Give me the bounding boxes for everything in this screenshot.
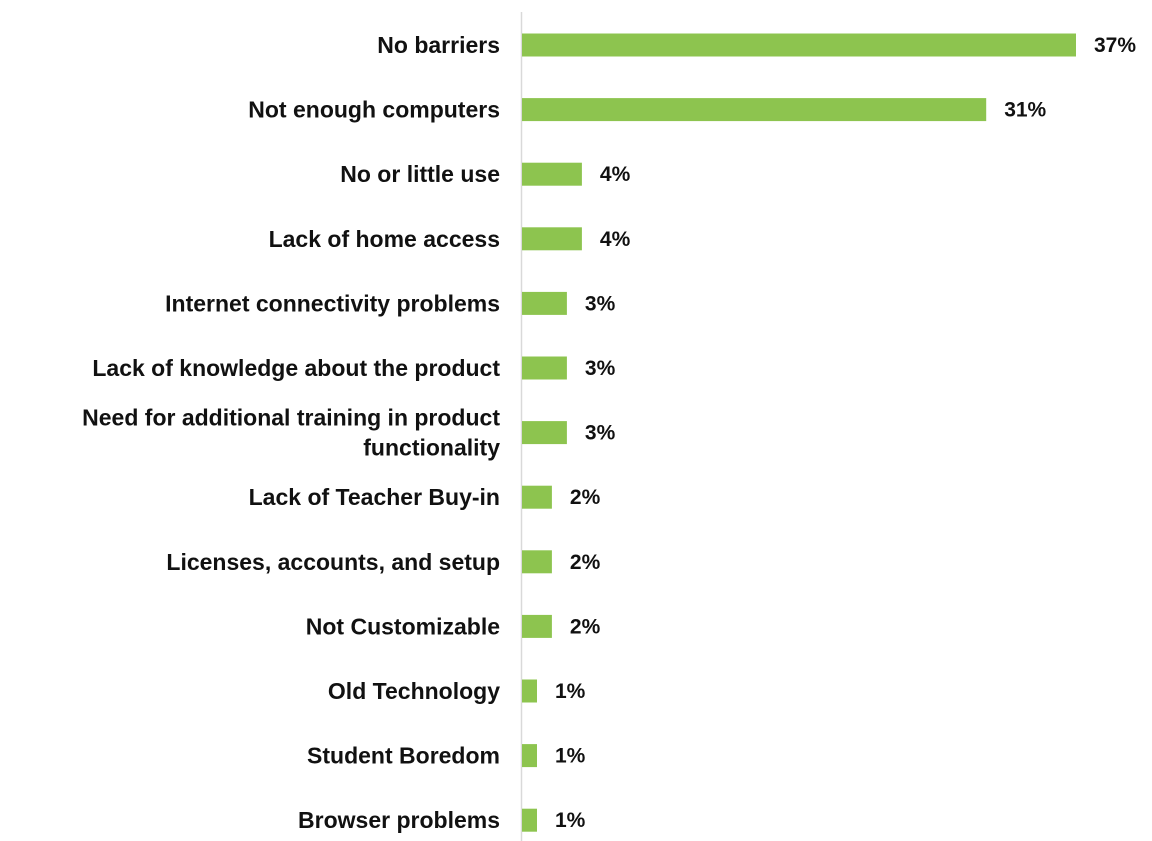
bar-1 [522, 98, 987, 122]
category-label-11: Student Boredom [307, 743, 500, 769]
category-label-2-line-0: No or little use [340, 161, 500, 187]
bar-3 [522, 227, 582, 251]
category-label-4-line-0: Internet connectivity problems [165, 290, 500, 316]
bars-group [522, 33, 1076, 832]
value-label-11: 1% [555, 745, 586, 768]
bar-10 [522, 679, 537, 703]
category-label-1: Not enough computers [248, 97, 500, 123]
category-label-6: Need for additional training in product f… [82, 405, 500, 461]
value-label-10: 1% [555, 680, 586, 703]
category-label-3: Lack of home access [269, 226, 500, 252]
bar-7 [522, 485, 552, 509]
bar-5 [522, 356, 567, 380]
category-label-6-line-1: functionality [363, 435, 500, 461]
value-label-0: 37% [1094, 34, 1136, 57]
bar-9 [522, 614, 552, 638]
category-label-11-line-0: Student Boredom [307, 743, 500, 769]
value-label-1: 31% [1004, 99, 1046, 122]
category-label-10: Old Technology [328, 678, 500, 704]
category-label-12: Browser problems [298, 807, 500, 833]
category-label-7-line-0: Lack of Teacher Buy-in [249, 484, 500, 510]
category-label-4: Internet connectivity problems [165, 290, 500, 316]
bar-2 [522, 162, 582, 186]
value-label-3: 4% [600, 228, 631, 251]
category-label-0: No barriers [377, 32, 500, 58]
value-label-6: 3% [585, 422, 616, 445]
category-label-6-line-0: Need for additional training in product [82, 405, 500, 431]
bar-4 [522, 291, 567, 315]
category-label-0-line-0: No barriers [377, 32, 500, 58]
category-label-5-line-0: Lack of knowledge about the product [92, 355, 500, 381]
value-label-9: 2% [570, 615, 601, 638]
value-labels-group: 37% 31% 4% 4% 3% 3% 3% 2% 2% 2% 1% 1% 1% [555, 34, 1136, 832]
value-label-12: 1% [555, 809, 586, 832]
bar-0 [522, 33, 1076, 57]
category-label-12-line-0: Browser problems [298, 807, 500, 833]
bar-8 [522, 550, 552, 574]
category-label-2: No or little use [340, 161, 500, 187]
category-label-8-line-0: Licenses, accounts, and setup [166, 549, 500, 575]
value-label-8: 2% [570, 551, 601, 574]
category-label-7: Lack of Teacher Buy-in [249, 484, 500, 510]
value-label-5: 3% [585, 357, 616, 380]
category-label-9: Not Customizable [306, 613, 500, 639]
bar-11 [522, 744, 537, 768]
category-label-1-line-0: Not enough computers [248, 97, 500, 123]
category-label-9-line-0: Not Customizable [306, 613, 500, 639]
value-label-7: 2% [570, 486, 601, 509]
bar-12 [522, 808, 537, 832]
value-label-4: 3% [585, 292, 616, 315]
bar-6 [522, 421, 567, 445]
category-label-3-line-0: Lack of home access [269, 226, 500, 252]
category-label-10-line-0: Old Technology [328, 678, 500, 704]
category-label-5: Lack of knowledge about the product [92, 355, 500, 381]
category-labels-group: No barriers Not enough computers No or lit… [82, 32, 500, 833]
category-label-8: Licenses, accounts, and setup [166, 549, 500, 575]
value-label-2: 4% [600, 163, 631, 186]
